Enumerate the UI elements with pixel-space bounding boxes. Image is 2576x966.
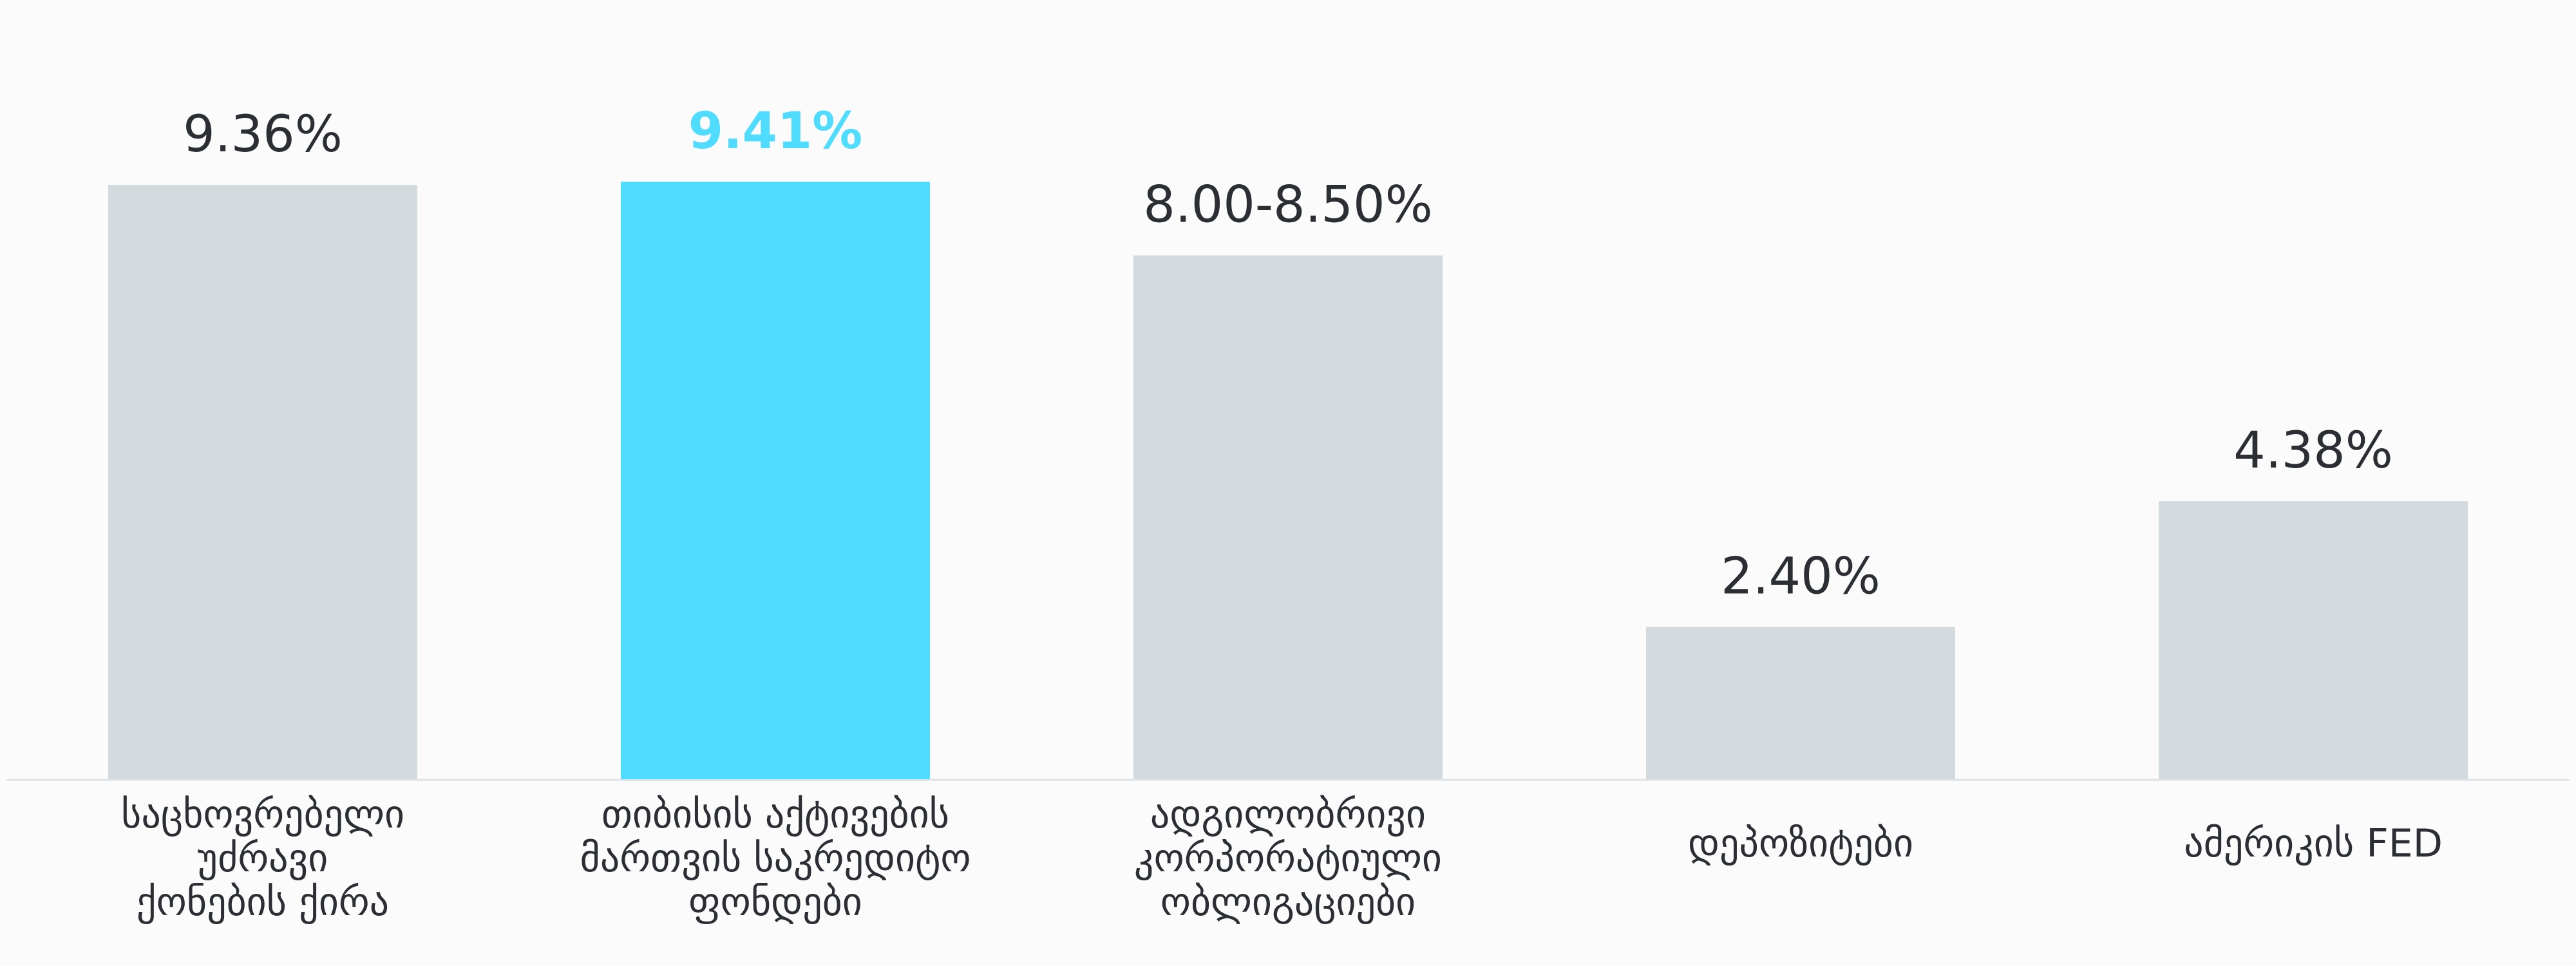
value-label-3: 8.00-8.50% bbox=[1143, 176, 1433, 234]
value-label-1: 9.36% bbox=[183, 106, 343, 164]
category-label-3: ადგილობრივი კორპორატიული ობლიგაციები bbox=[1134, 792, 1442, 925]
value-label-2: 9.41% bbox=[688, 102, 863, 160]
category-label-line: დეპოზიტები bbox=[1688, 821, 1913, 866]
category-label-5: ამერიკის FED bbox=[2184, 821, 2443, 866]
category-label-line: ფონდები bbox=[688, 880, 862, 925]
category-label-1: საცხოვრებელი უძრავი ქონების ქირა bbox=[121, 792, 404, 925]
bar-1 bbox=[108, 185, 417, 779]
category-label-4: დეპოზიტები bbox=[1688, 821, 1913, 866]
bar-3 bbox=[1133, 255, 1443, 779]
category-label-line: საცხოვრებელი bbox=[121, 792, 404, 837]
category-label-line: უძრავი bbox=[198, 836, 328, 881]
value-label-5: 4.38% bbox=[2233, 422, 2393, 480]
category-label-line: ადგილობრივი bbox=[1150, 792, 1426, 837]
category-label-line: თიბისის აქტივების bbox=[601, 792, 949, 837]
category-label-line: მართვის საკრედიტო bbox=[580, 836, 971, 881]
bar-4 bbox=[1646, 627, 1955, 779]
category-label-line: ამერიკის FED bbox=[2184, 821, 2443, 866]
bar-2 bbox=[621, 182, 930, 779]
category-label-2: თიბისის აქტივების მართვის საკრედიტო ფონდებ… bbox=[580, 792, 971, 925]
value-label-4: 2.40% bbox=[1721, 547, 1880, 605]
bar-5 bbox=[2159, 501, 2468, 779]
category-label-line: კორპორატიული bbox=[1134, 836, 1442, 881]
category-label-line: ობლიგაციები bbox=[1160, 880, 1416, 925]
category-label-line: ქონების ქირა bbox=[137, 880, 389, 925]
